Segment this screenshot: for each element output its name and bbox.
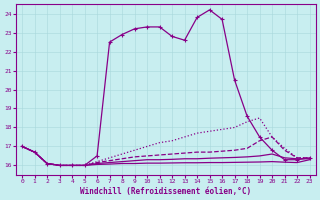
X-axis label: Windchill (Refroidissement éolien,°C): Windchill (Refroidissement éolien,°C)	[80, 187, 252, 196]
